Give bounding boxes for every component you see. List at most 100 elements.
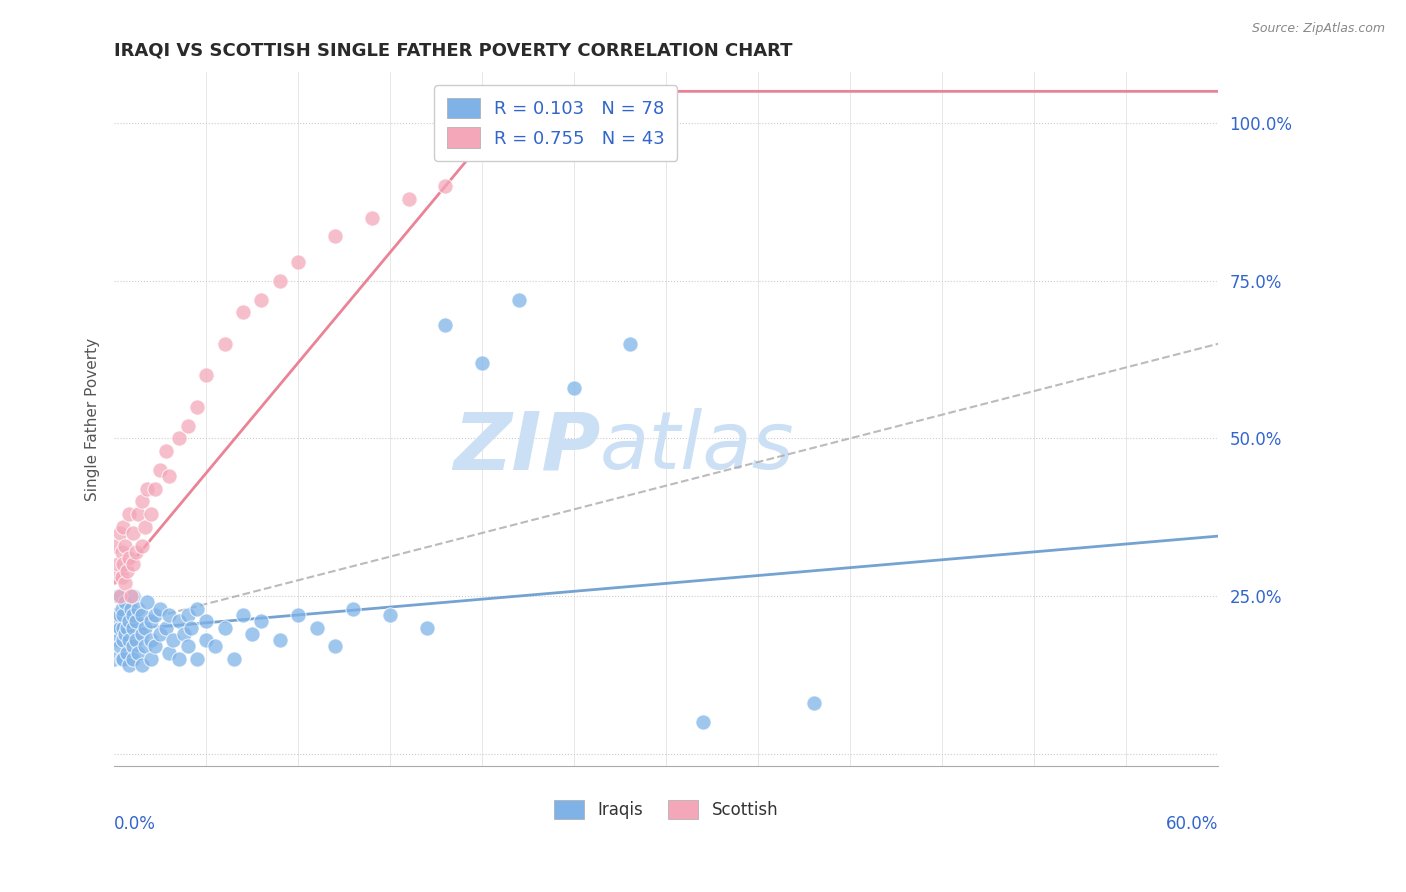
Point xyxy=(134,519,156,533)
Point xyxy=(143,607,166,622)
Point xyxy=(114,595,136,609)
Point xyxy=(162,633,184,648)
Point xyxy=(136,482,159,496)
Point xyxy=(139,633,162,648)
Point xyxy=(180,621,202,635)
Point xyxy=(323,229,346,244)
Point xyxy=(222,652,245,666)
Point xyxy=(269,274,291,288)
Point xyxy=(434,318,457,332)
Point xyxy=(692,715,714,730)
Point xyxy=(471,147,494,161)
Point xyxy=(157,607,180,622)
Point xyxy=(121,525,143,540)
Point xyxy=(107,558,129,572)
Point xyxy=(143,482,166,496)
Point xyxy=(103,570,125,584)
Point xyxy=(110,570,132,584)
Point xyxy=(204,640,226,654)
Point xyxy=(149,601,172,615)
Point xyxy=(380,607,402,622)
Point xyxy=(108,589,131,603)
Point xyxy=(121,589,143,603)
Point xyxy=(287,254,309,268)
Point xyxy=(155,444,177,458)
Point xyxy=(471,356,494,370)
Point xyxy=(143,640,166,654)
Point xyxy=(127,507,149,521)
Y-axis label: Single Father Poverty: Single Father Poverty xyxy=(86,338,100,501)
Point xyxy=(167,652,190,666)
Point xyxy=(108,621,131,635)
Point xyxy=(149,627,172,641)
Point xyxy=(115,646,138,660)
Point xyxy=(149,463,172,477)
Point xyxy=(115,621,138,635)
Point xyxy=(114,576,136,591)
Point xyxy=(214,336,236,351)
Point xyxy=(177,418,200,433)
Point xyxy=(136,595,159,609)
Point xyxy=(118,633,141,648)
Point xyxy=(127,646,149,660)
Point xyxy=(269,633,291,648)
Point xyxy=(112,607,135,622)
Point xyxy=(155,621,177,635)
Point xyxy=(240,627,263,641)
Point xyxy=(121,558,143,572)
Point xyxy=(232,607,254,622)
Text: ZIP: ZIP xyxy=(453,409,600,486)
Point xyxy=(177,640,200,654)
Point xyxy=(131,658,153,673)
Point xyxy=(250,293,273,307)
Point xyxy=(115,564,138,578)
Point xyxy=(107,633,129,648)
Point xyxy=(110,601,132,615)
Point xyxy=(139,652,162,666)
Point xyxy=(108,607,131,622)
Point xyxy=(108,525,131,540)
Point xyxy=(108,640,131,654)
Point xyxy=(195,614,218,628)
Point xyxy=(139,614,162,628)
Point xyxy=(139,507,162,521)
Text: Source: ZipAtlas.com: Source: ZipAtlas.com xyxy=(1251,22,1385,36)
Legend: Iraqis, Scottish: Iraqis, Scottish xyxy=(546,791,787,828)
Point xyxy=(125,614,148,628)
Point xyxy=(131,627,153,641)
Point xyxy=(121,607,143,622)
Point xyxy=(619,336,641,351)
Point xyxy=(118,551,141,566)
Point xyxy=(131,539,153,553)
Point xyxy=(118,507,141,521)
Point xyxy=(173,627,195,641)
Point xyxy=(195,368,218,383)
Point xyxy=(562,381,585,395)
Point xyxy=(121,640,143,654)
Text: 0.0%: 0.0% xyxy=(114,815,156,833)
Point xyxy=(195,633,218,648)
Point xyxy=(157,469,180,483)
Point xyxy=(214,621,236,635)
Text: 60.0%: 60.0% xyxy=(1166,815,1219,833)
Point xyxy=(112,633,135,648)
Text: IRAQI VS SCOTTISH SINGLE FATHER POVERTY CORRELATION CHART: IRAQI VS SCOTTISH SINGLE FATHER POVERTY … xyxy=(114,42,793,60)
Point xyxy=(360,211,382,225)
Point xyxy=(114,627,136,641)
Point xyxy=(103,607,125,622)
Point xyxy=(186,601,208,615)
Point xyxy=(125,545,148,559)
Point xyxy=(416,621,439,635)
Point xyxy=(120,601,142,615)
Point xyxy=(186,400,208,414)
Point xyxy=(131,494,153,508)
Point xyxy=(110,652,132,666)
Point xyxy=(323,640,346,654)
Point xyxy=(134,621,156,635)
Point xyxy=(186,652,208,666)
Point xyxy=(167,431,190,445)
Point xyxy=(127,601,149,615)
Point xyxy=(167,614,190,628)
Point xyxy=(250,614,273,628)
Point xyxy=(287,607,309,622)
